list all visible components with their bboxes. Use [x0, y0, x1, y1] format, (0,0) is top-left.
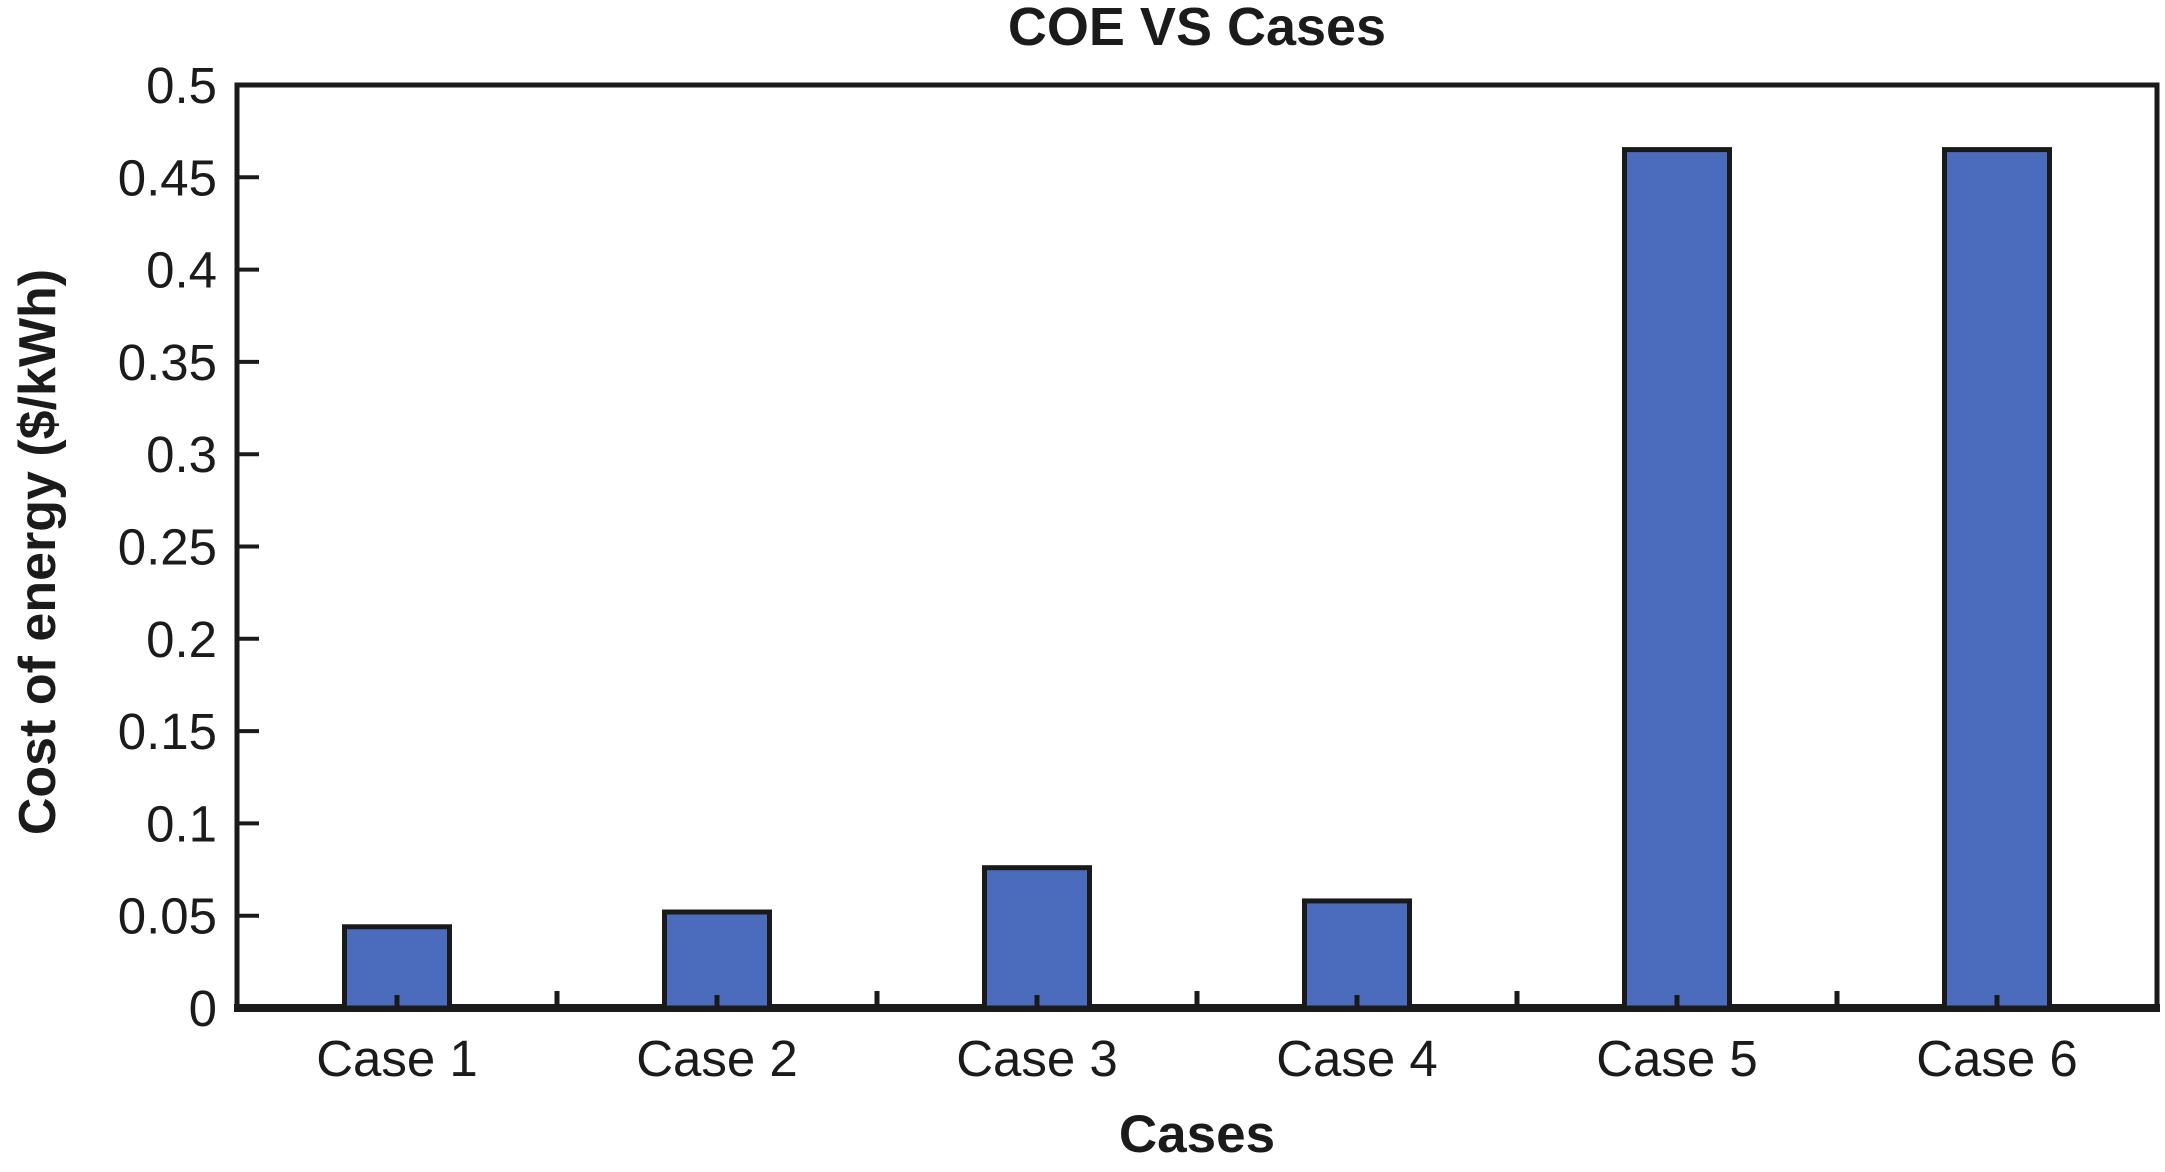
bar-case-1	[342, 924, 452, 1011]
plot-border	[234, 82, 2160, 1011]
y-tick-label: 0	[189, 980, 217, 1037]
y-tick-label: 0.3	[146, 426, 217, 483]
y-tick-label: 0.2	[146, 611, 217, 668]
chart-title: COE VS Cases	[1007, 0, 1387, 57]
y-tick-label: 0.5	[146, 57, 217, 114]
y-tick-label: 0.15	[118, 703, 217, 760]
bar-case-3	[982, 865, 1092, 1011]
y-tick-label: 0.05	[118, 888, 217, 945]
bar-case-2	[662, 909, 772, 1011]
x-tick-label-case-5: Case 5	[1596, 1030, 1758, 1087]
bar-case-6	[1942, 147, 2052, 1011]
x-tick-label-case-2: Case 2	[636, 1030, 798, 1087]
y-tick-label: 0.45	[118, 149, 217, 206]
x-tick-label-case-4: Case 4	[1276, 1030, 1438, 1087]
y-tick-label: 0.35	[118, 334, 217, 391]
bar-case-5	[1622, 147, 1732, 1011]
x-tick-label-case-6: Case 6	[1916, 1030, 2078, 1087]
x-tick-label-case-3: Case 3	[956, 1030, 1118, 1087]
bar-case-4	[1302, 898, 1412, 1011]
y-tick-label: 0.25	[118, 519, 217, 576]
y-tick-label: 0.1	[146, 795, 217, 852]
y-tick-label: 0.4	[146, 242, 217, 299]
x-axis-title: Cases	[1118, 1105, 1276, 1164]
x-tick-label-case-1: Case 1	[316, 1030, 478, 1087]
